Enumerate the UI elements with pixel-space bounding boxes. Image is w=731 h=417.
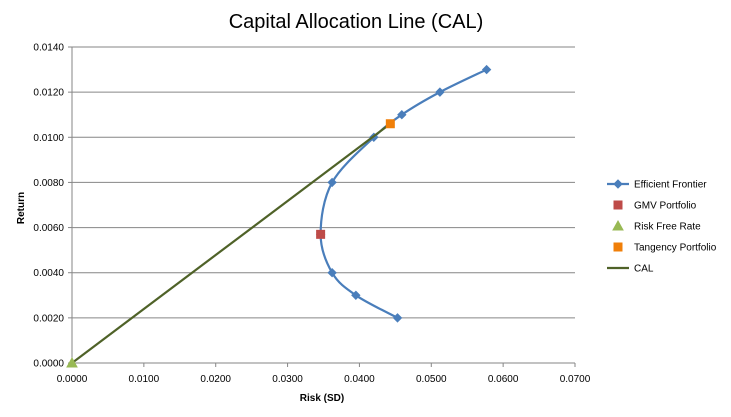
cal-line: [71, 122, 391, 364]
legend-cal: CAL: [607, 264, 654, 275]
legend-efficient-frontier-marker: [613, 179, 623, 189]
efficient-frontier-point: [327, 177, 337, 188]
efficient-frontier-point: [392, 313, 403, 323]
legend-tangency-portfolio-label: Tangency Portfolio: [634, 243, 717, 254]
x-axis-ticks: 0.0000 0.0100 0.0200 0.0300 0.0400 0.0500 0.06…: [57, 363, 591, 385]
legend-gmv-portfolio: GMV Portfolio: [613, 200, 697, 212]
x-tick-label: 0.0700: [560, 374, 591, 385]
x-tick-label: 0.0300: [272, 374, 303, 385]
efficient-frontier-point: [397, 110, 407, 120]
legend: Efficient Frontier GMV Portfolio Risk Free…: [607, 179, 717, 275]
legend-efficient-frontier-label: Efficient Frontier: [634, 180, 707, 191]
risk-free-rate-point: [66, 356, 78, 368]
efficient-frontier-line: [319, 68, 488, 319]
tangency-portfolio-point: [385, 119, 395, 129]
legend-gmv-portfolio-marker: [613, 200, 623, 210]
legend-cal-label: CAL: [634, 264, 654, 275]
legend-risk-free-rate-marker: [612, 219, 624, 231]
efficient-frontier-point: [351, 290, 361, 300]
y-axis-ticks: 0.0000 0.0020 0.0040 0.0060 0.0080 0.0100 0.01…: [33, 43, 72, 370]
gmv-portfolio-point: [316, 229, 326, 239]
y-tick-label: 0.0060: [33, 223, 64, 234]
gridlines: [72, 46, 575, 319]
y-tick-label: 0.0080: [33, 178, 64, 189]
efficient-frontier-point: [327, 268, 337, 278]
legend-risk-free-rate: Risk Free Rate: [612, 219, 701, 233]
legend-tangency-portfolio-marker: [613, 242, 623, 252]
y-tick-label: 0.0000: [33, 359, 64, 370]
x-tick-label: 0.0100: [129, 374, 160, 385]
x-tick-label: 0.0000: [57, 374, 88, 385]
y-tick-label: 0.0040: [33, 268, 64, 279]
y-tick-label: 0.0140: [33, 43, 64, 54]
legend-risk-free-rate-label: Risk Free Rate: [634, 222, 701, 233]
x-tick-label: 0.0500: [416, 374, 447, 385]
x-tick-label: 0.0200: [200, 374, 231, 385]
y-tick-label: 0.0120: [33, 88, 64, 99]
legend-tangency-portfolio: Tangency Portfolio: [613, 242, 717, 254]
legend-efficient-frontier: Efficient Frontier: [607, 179, 707, 191]
x-tick-label: 0.0600: [488, 374, 519, 385]
chart-title: Capital Allocation Line (CAL): [229, 11, 484, 33]
y-tick-label: 0.0020: [33, 313, 64, 324]
legend-gmv-portfolio-label: GMV Portfolio: [634, 201, 697, 212]
x-tick-label: 0.0400: [344, 374, 375, 385]
y-axis-label: Return: [16, 192, 27, 224]
efficient-frontier-point: [481, 64, 492, 75]
series-layer: [66, 64, 492, 368]
x-axis-label: Risk (SD): [300, 393, 344, 404]
efficient-frontier-point: [435, 87, 445, 97]
y-tick-label: 0.0100: [33, 133, 64, 144]
